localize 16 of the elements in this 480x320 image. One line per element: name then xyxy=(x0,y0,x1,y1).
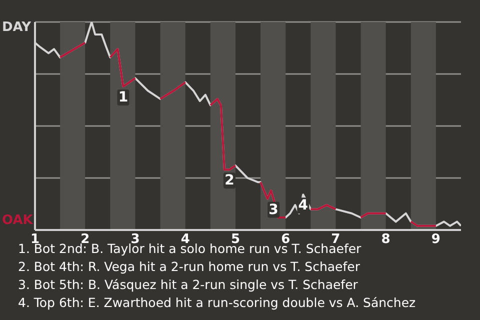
x-tick-label: 7 xyxy=(331,232,340,248)
text: 4. Top 6th: E. Zwarthoed hit a run-scoring double vs A. Sánchez xyxy=(18,294,416,312)
annotation: 4 xyxy=(298,198,308,214)
x-tick-label: 4 xyxy=(180,232,190,248)
x-tick-label: 8 xyxy=(381,232,390,248)
text: 2. Bot 4th: R. Vega hit a 2-run home run vs T. Schaefer xyxy=(18,258,361,276)
annotation: 2 xyxy=(224,172,234,189)
annotation: 3 xyxy=(268,202,278,218)
annotation: 1 xyxy=(118,89,128,106)
text: OAK xyxy=(2,213,33,228)
x-tick-label: 5 xyxy=(230,232,240,248)
text: DAY xyxy=(2,20,32,35)
text: 3. Bot 5th: B. Vásquez hit a 2-run single vs T. Schaefer xyxy=(18,276,359,294)
x-tick-label: 3 xyxy=(130,232,140,248)
x-tick-label: 6 xyxy=(281,232,290,248)
x-tick-label: 9 xyxy=(431,232,440,248)
